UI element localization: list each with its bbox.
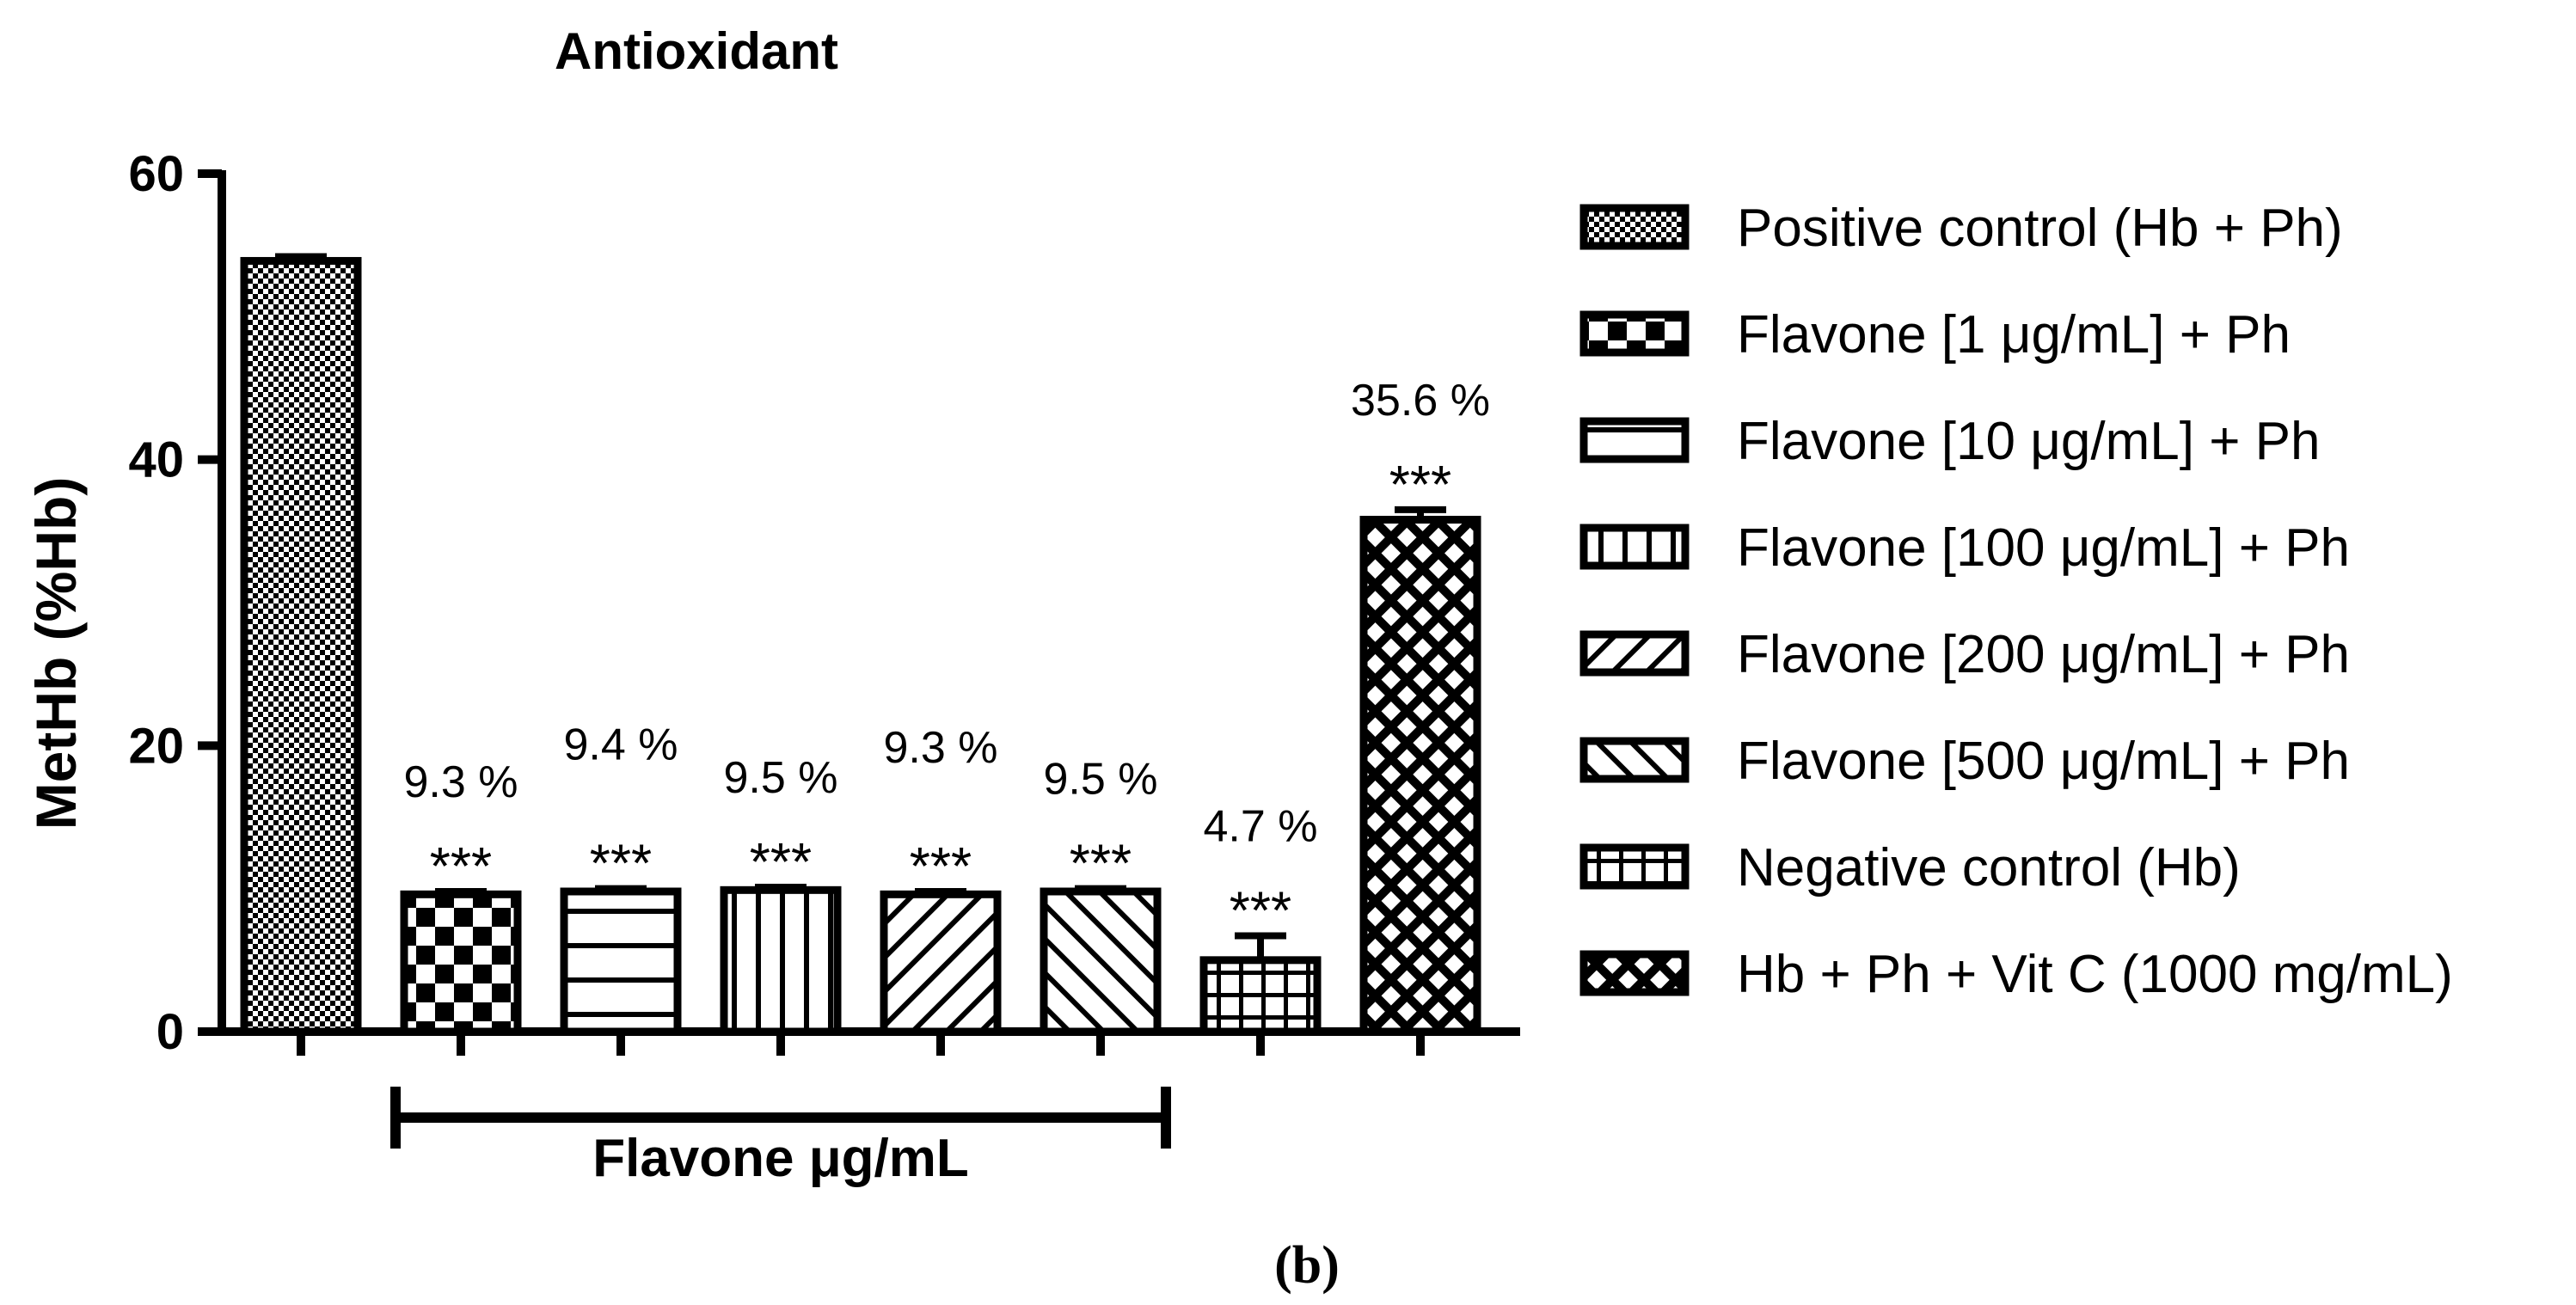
significance-label-5: ***	[910, 837, 972, 897]
percent-label-6: 9.5 %	[1044, 755, 1158, 805]
percent-label-3: 9.4 %	[564, 720, 678, 770]
bar-labels-group: *** *** *** *** *** *** *** 9.3 % 9.4 % 9.5 % 9.3 …	[404, 376, 1490, 941]
legend-label-7: Negative control (Hb)	[1737, 838, 2241, 898]
significance-label-3: ***	[590, 835, 652, 894]
group-bracket	[390, 1087, 1171, 1149]
legend-label-2: Flavone [1 μg/mL] + Ph	[1737, 305, 2291, 365]
panel-label: (b)	[1274, 1236, 1340, 1295]
y-tick-label: 0	[156, 1004, 184, 1060]
legend: Positive control (Hb + Ph) Flavone [1 μg/…	[1579, 199, 2453, 1004]
percent-label-7: 4.7 %	[1204, 802, 1318, 852]
chart-title: Antioxidant	[555, 22, 838, 80]
legend-swatch-5	[1579, 630, 1690, 677]
bar-5	[880, 890, 1002, 1036]
legend-swatch-4	[1579, 524, 1690, 570]
legend-swatch-2	[1579, 310, 1690, 357]
bar-6	[1040, 887, 1162, 1036]
significance-label-2: ***	[430, 837, 492, 897]
y-axis: 0 20 40 60	[128, 146, 226, 1060]
legend-swatch-3	[1579, 417, 1690, 463]
significance-label-6: ***	[1070, 835, 1132, 894]
bar-1	[240, 256, 362, 1036]
legend-swatch-1	[1579, 204, 1690, 250]
bars-group	[240, 253, 1481, 1036]
legend-label-4: Flavone [100 μg/mL] + Ph	[1737, 518, 2350, 578]
significance-label-7: ***	[1230, 882, 1291, 941]
percent-label-8: 35.6 %	[1351, 376, 1490, 426]
y-tick-label: 40	[128, 432, 184, 488]
significance-label-4: ***	[750, 833, 812, 892]
bar-7	[1199, 956, 1322, 1036]
group-bracket-label: Flavone μg/mL	[592, 1129, 969, 1188]
legend-label-8: Hb + Ph + Vit C (1000 mg/mL)	[1737, 945, 2453, 1004]
y-axis-label: MetHb (%Hb)	[24, 477, 88, 830]
legend-swatch-6	[1579, 737, 1690, 783]
significance-label-8: ***	[1389, 456, 1451, 515]
legend-label-6: Flavone [500 μg/mL] + Ph	[1737, 732, 2350, 791]
legend-label-1: Positive control (Hb + Ph)	[1737, 199, 2343, 258]
legend-swatch-7	[1579, 843, 1690, 890]
legend-label-3: Flavone [10 μg/mL] + Ph	[1737, 412, 2321, 471]
percent-label-4: 9.5 %	[724, 753, 838, 803]
bar-4	[720, 885, 842, 1036]
bar-3	[560, 887, 682, 1036]
bar-2	[400, 890, 522, 1036]
percent-label-2: 9.3 %	[404, 757, 518, 807]
legend-swatch-8	[1579, 950, 1690, 996]
y-tick-label: 20	[128, 718, 184, 774]
legend-label-5: Flavone [200 μg/mL] + Ph	[1737, 625, 2350, 684]
percent-label-5: 9.3 %	[884, 723, 998, 773]
y-tick-label: 60	[128, 146, 184, 202]
bar-8	[1359, 516, 1481, 1036]
